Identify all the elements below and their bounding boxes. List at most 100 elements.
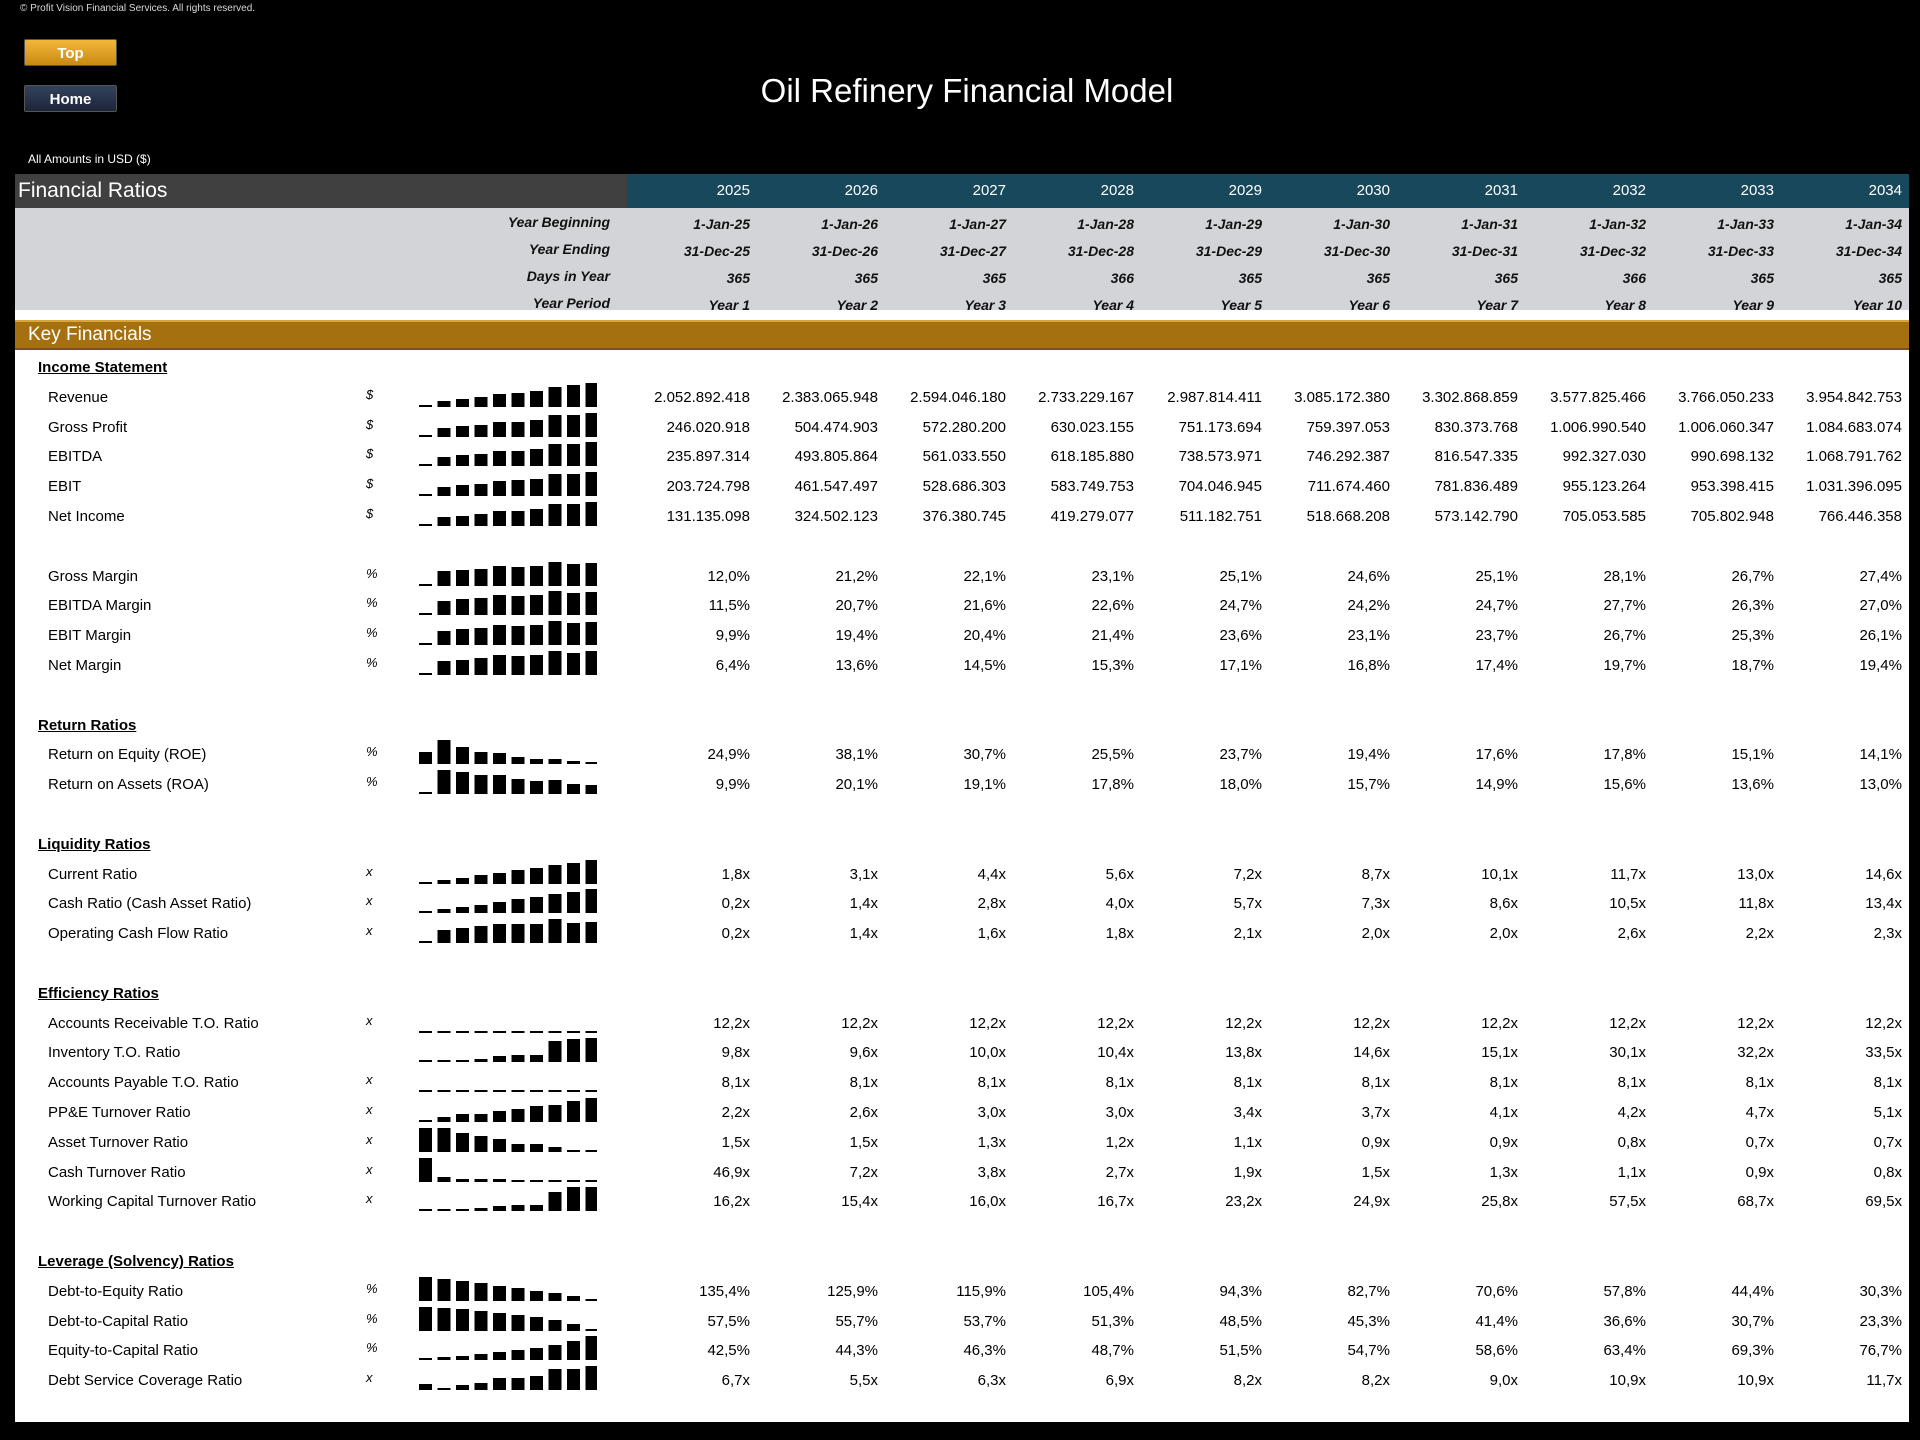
sheet-section-title: Financial Ratios (15, 174, 627, 208)
row-value: 25,5% (1091, 746, 1134, 764)
row-value: 16,0x (969, 1193, 1006, 1211)
home-button[interactable]: Home (24, 85, 117, 112)
row-value: 25,8x (1481, 1193, 1518, 1211)
row-value: 42,5% (707, 1342, 750, 1360)
sparkline-chart (419, 859, 597, 884)
row-value: 10,9x (1609, 1372, 1646, 1390)
sparkline-bar (493, 1378, 506, 1391)
sparkline-bar (456, 660, 469, 675)
sparkline-bar (567, 862, 580, 884)
row-unit: $ (366, 416, 374, 432)
row-value: 16,7x (1097, 1193, 1134, 1211)
row-value: 15,4x (841, 1193, 878, 1211)
timeline-value: Year 3 (964, 297, 1006, 313)
sparkline-bar (456, 629, 469, 646)
timeline-label: Year Beginning (507, 214, 610, 230)
sparkline-bar (456, 1280, 469, 1301)
sparkline-bar (548, 444, 562, 467)
row-value: 0,2x (721, 925, 750, 943)
row-value: 1,6x (977, 925, 1006, 943)
sparkline-bar (437, 1307, 451, 1331)
sparkline-chart (419, 1336, 597, 1361)
row-value: 2.733.229.167 (1038, 388, 1134, 406)
sparkline-chart (419, 740, 597, 765)
sparkline-bar (548, 894, 562, 914)
sparkline-bar (419, 1030, 432, 1033)
row-value: 376.380.745 (922, 508, 1006, 525)
row-value: 5,5x (849, 1372, 878, 1390)
row-value: 12,0% (707, 567, 750, 585)
sparkline-bar (419, 434, 432, 437)
row-value: 25,1% (1475, 567, 1518, 585)
timeline-label: Days in Year (526, 268, 610, 284)
row-value: 8,1x (721, 1074, 750, 1092)
sparkline-bar (456, 1178, 469, 1182)
row-value: 2,2x (1745, 925, 1774, 943)
sparkline-bar (530, 1143, 543, 1152)
sparkline-chart (419, 1127, 597, 1152)
sparkline-bar (567, 892, 580, 914)
sparkline-bar (585, 622, 597, 646)
timeline-value: 1-Jan-29 (1205, 216, 1262, 232)
row-value: 68,7x (1737, 1193, 1774, 1211)
row-label: Net Margin (48, 657, 122, 674)
row-value: 511.182.751 (1179, 508, 1262, 525)
sparkline-bar (419, 1127, 432, 1152)
sparkline-bar (493, 481, 506, 497)
sparkline-bar (530, 781, 543, 795)
group-title: Income Statement (38, 359, 168, 376)
sparkline-chart (419, 1276, 597, 1301)
row-value: 20,1% (835, 776, 878, 794)
row-value: 15,6% (1603, 776, 1646, 794)
sparkline-bar (493, 775, 506, 795)
row-value: 51,3% (1091, 1312, 1134, 1330)
sparkline-chart (419, 561, 597, 586)
sparkline-bar (419, 792, 432, 795)
sparkline-bar (511, 899, 525, 914)
year-header: 2026 (844, 182, 878, 199)
row-value: 3.085.172.380 (1294, 388, 1390, 406)
sparkline-bar (493, 511, 506, 526)
sparkline-bar (493, 1285, 506, 1301)
row-value: 63,4% (1603, 1342, 1646, 1360)
sparkline-bar (530, 449, 543, 467)
sparkline-chart (419, 472, 597, 497)
row-label: Return on Assets (ROA) (48, 776, 209, 794)
timeline-value: Year 5 (1220, 297, 1262, 313)
row-value: 7,2x (1233, 865, 1262, 883)
sparkline-bar (530, 924, 543, 944)
sparkline-bar (456, 907, 469, 914)
row-value: 759.397.053 (1306, 418, 1390, 436)
row-value: 738.573.971 (1178, 448, 1262, 466)
timeline-label: Year Ending (528, 241, 610, 257)
sparkline-bar (474, 1383, 488, 1391)
row-label: Net Income (48, 508, 125, 525)
row-value: 125,9% (827, 1282, 878, 1300)
sparkline-bar (530, 565, 543, 586)
sparkline-chart (419, 1030, 597, 1033)
sparkline-bar (567, 1030, 580, 1033)
sparkline-bar (585, 562, 597, 586)
row-value: 25,3% (1731, 627, 1774, 645)
sparkline-bar (585, 1030, 597, 1033)
timeline-value: 31-Dec-26 (811, 243, 878, 259)
timeline-value: 365 (1494, 270, 1518, 286)
row-value: 15,1% (1731, 746, 1774, 764)
sparkline-bar (548, 1041, 562, 1063)
sparkline-bar (511, 1378, 525, 1391)
row-value: 105,4% (1083, 1282, 1134, 1300)
sparkline-chart (419, 1306, 597, 1331)
row-value: 13,6% (835, 657, 878, 674)
row-value: 19,4% (1859, 657, 1902, 674)
sparkline-bar (456, 772, 469, 795)
timeline-value: Year 1 (708, 297, 750, 313)
sparkline-bar (548, 591, 562, 616)
top-button[interactable]: Top (24, 39, 117, 66)
row-value: 0,9x (1745, 1163, 1774, 1181)
row-label: EBIT Margin (48, 627, 132, 645)
row-value: 8,1x (1105, 1074, 1134, 1092)
row-label: Debt-to-Capital Ratio (48, 1312, 189, 1330)
sparkline-bar (456, 1385, 469, 1391)
row-value: 27,4% (1859, 567, 1902, 585)
row-value: 992.327.030 (1562, 448, 1646, 466)
